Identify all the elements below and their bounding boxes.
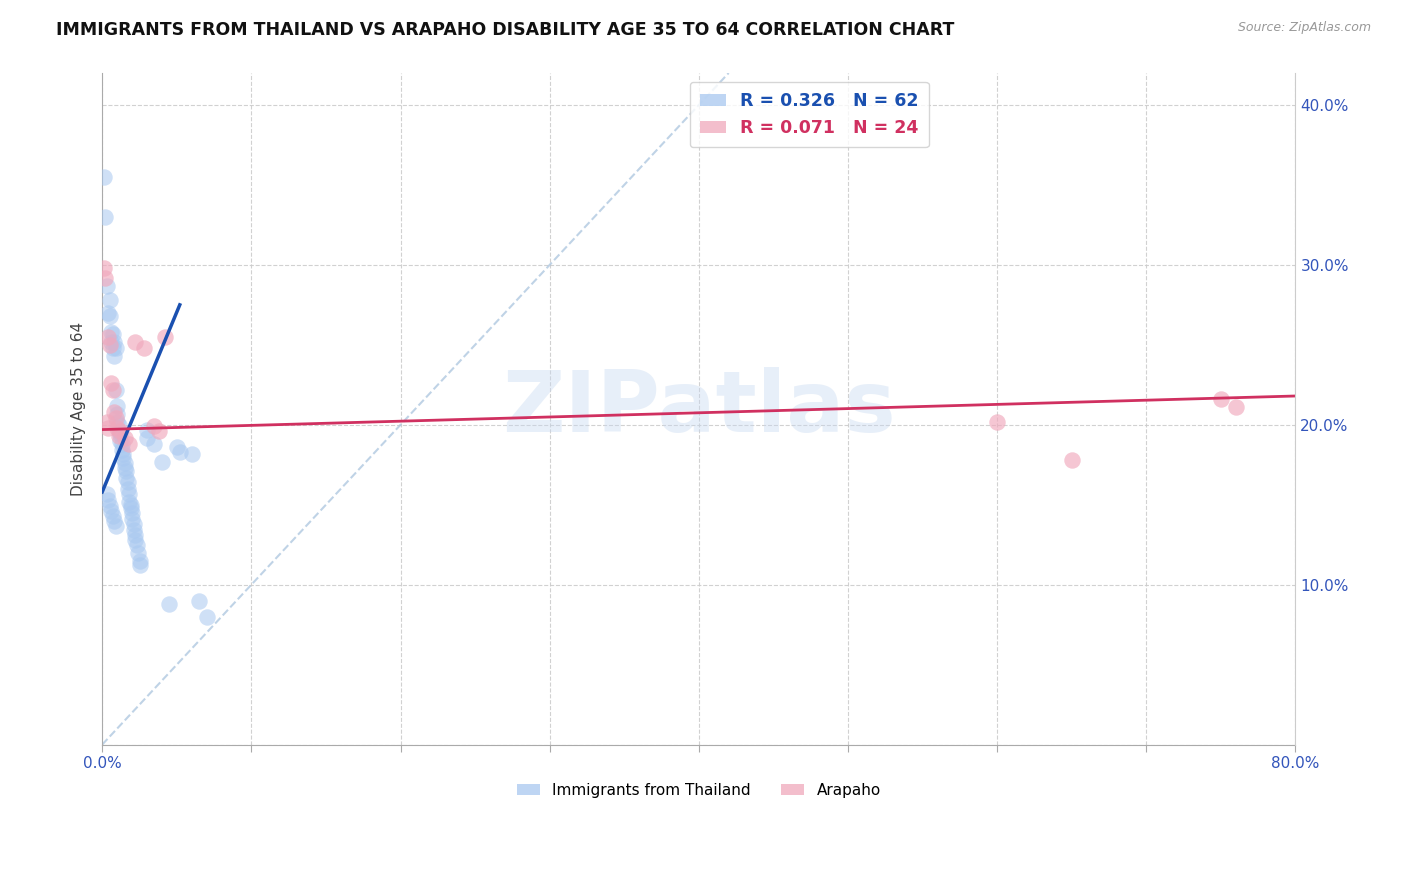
Y-axis label: Disability Age 35 to 64: Disability Age 35 to 64 <box>72 322 86 496</box>
Point <box>107 429 129 443</box>
Point <box>114 431 136 445</box>
Point <box>97 492 120 507</box>
Text: ZIPatlas: ZIPatlas <box>502 368 896 450</box>
Point <box>108 434 131 448</box>
Point <box>1209 392 1232 407</box>
Point <box>96 415 118 429</box>
Text: Source: ZipAtlas.com: Source: ZipAtlas.com <box>1237 21 1371 34</box>
Point <box>103 349 125 363</box>
Point <box>97 421 120 435</box>
Point <box>100 504 122 518</box>
Point <box>101 326 124 341</box>
Point <box>1225 400 1247 414</box>
Point <box>128 558 150 573</box>
Text: IMMIGRANTS FROM THAILAND VS ARAPAHO DISABILITY AGE 35 TO 64 CORRELATION CHART: IMMIGRANTS FROM THAILAND VS ARAPAHO DISA… <box>56 21 955 38</box>
Point <box>118 437 141 451</box>
Point <box>94 270 117 285</box>
Point <box>114 461 136 475</box>
Point <box>115 470 138 484</box>
Point <box>143 437 166 451</box>
Point <box>136 431 159 445</box>
Point <box>105 399 128 413</box>
Point <box>195 609 218 624</box>
Point <box>986 415 1008 429</box>
Point <box>117 475 139 490</box>
Point <box>125 538 148 552</box>
Point <box>96 486 118 500</box>
Point <box>121 512 143 526</box>
Point <box>98 309 121 323</box>
Point <box>136 423 159 437</box>
Point <box>118 486 141 500</box>
Point <box>107 417 129 432</box>
Point <box>124 334 146 349</box>
Point <box>120 500 142 515</box>
Point <box>105 415 128 429</box>
Point <box>132 341 155 355</box>
Point <box>110 437 132 451</box>
Point <box>110 443 132 458</box>
Point <box>103 334 125 349</box>
Point <box>124 528 146 542</box>
Point <box>101 508 124 523</box>
Point <box>97 306 120 320</box>
Point <box>93 261 115 276</box>
Point <box>100 325 122 339</box>
Point <box>1060 453 1083 467</box>
Point <box>143 419 166 434</box>
Point <box>104 383 127 397</box>
Point <box>112 451 135 466</box>
Point <box>98 500 121 514</box>
Point <box>122 516 145 531</box>
Point <box>93 169 115 184</box>
Point <box>128 554 150 568</box>
Point <box>124 533 146 547</box>
Point <box>148 424 170 438</box>
Point <box>98 293 121 307</box>
Point <box>104 518 127 533</box>
Point <box>108 427 131 442</box>
Point <box>166 440 188 454</box>
Point <box>104 341 127 355</box>
Point <box>169 445 191 459</box>
Point <box>153 330 176 344</box>
Point <box>117 482 139 496</box>
Point <box>150 454 173 468</box>
Point <box>103 514 125 528</box>
Point <box>115 464 138 478</box>
Point <box>98 338 121 352</box>
Point <box>100 376 122 391</box>
Point <box>108 424 131 438</box>
Point <box>121 506 143 520</box>
Point <box>118 494 141 508</box>
Point <box>112 446 135 460</box>
Point <box>101 341 124 355</box>
Point <box>103 405 125 419</box>
Point <box>105 421 128 435</box>
Point <box>180 446 202 460</box>
Point <box>100 334 122 349</box>
Point <box>157 597 180 611</box>
Point <box>122 524 145 538</box>
Point <box>104 411 127 425</box>
Legend: Immigrants from Thailand, Arapaho: Immigrants from Thailand, Arapaho <box>510 777 887 804</box>
Point <box>127 546 149 560</box>
Point <box>96 278 118 293</box>
Point <box>101 383 124 397</box>
Point <box>114 456 136 470</box>
Point <box>188 593 211 607</box>
Point <box>105 407 128 421</box>
Point <box>94 210 117 224</box>
Point <box>97 330 120 344</box>
Point <box>107 424 129 438</box>
Point <box>120 498 142 512</box>
